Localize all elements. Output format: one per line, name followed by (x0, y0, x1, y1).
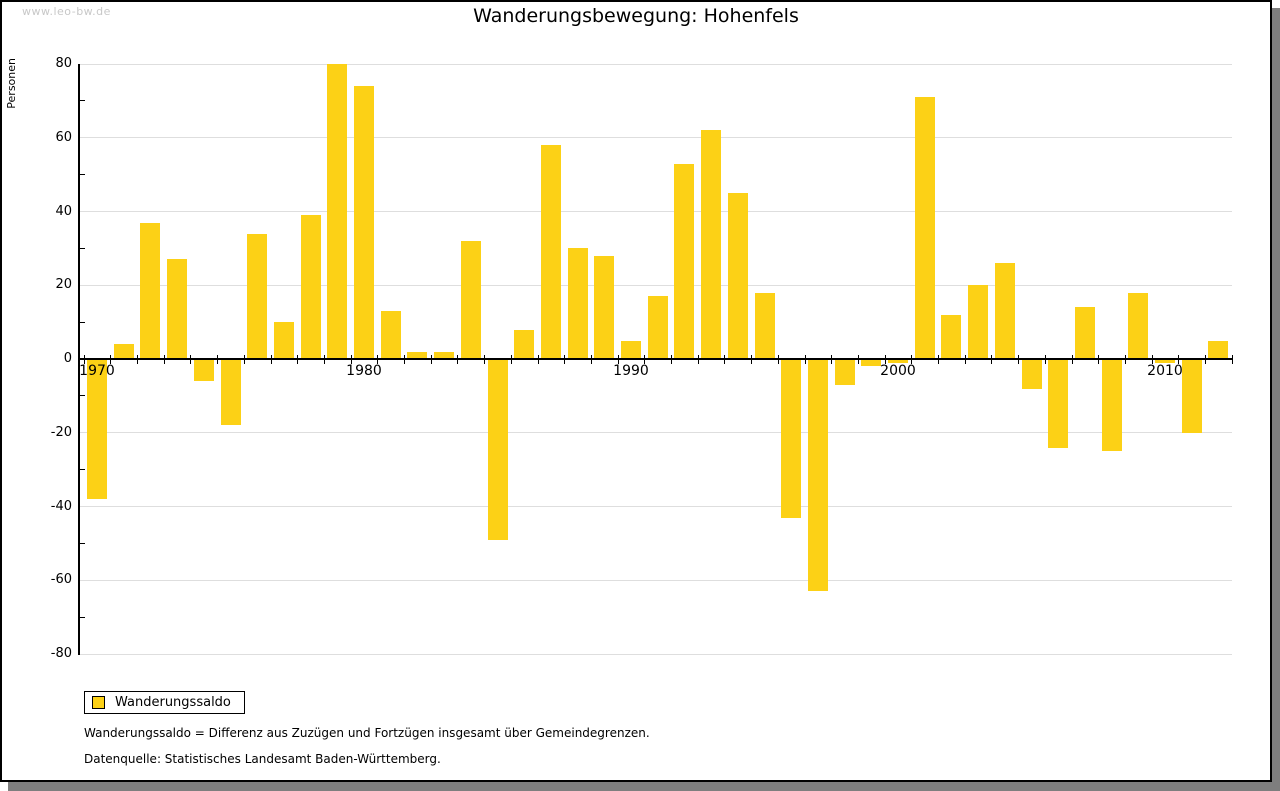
chart-title: Wanderungsbewegung: Hohenfels (473, 5, 799, 27)
bar-1976 (247, 233, 268, 359)
bar-1982 (407, 351, 428, 359)
bar-2007 (1074, 307, 1095, 359)
legend-label: Wanderungssaldo (115, 695, 231, 710)
y-axis-tick (80, 469, 85, 471)
y-axis-tick (80, 321, 85, 323)
bar-2000 (888, 359, 908, 363)
bar-1998 (834, 359, 855, 385)
bar-1997 (807, 359, 828, 592)
gridline (80, 579, 1232, 581)
bar-1994 (727, 193, 748, 359)
bar-1981 (380, 311, 401, 359)
bar-2009 (1128, 292, 1149, 359)
bar-1971 (113, 344, 134, 359)
gridline (80, 653, 1232, 655)
bar-1985 (487, 359, 508, 540)
bar-2006 (1048, 359, 1069, 448)
gridline (80, 63, 1232, 65)
bar-1978 (300, 215, 321, 359)
y-axis-tick (80, 100, 85, 102)
y-axis-tick-label: 0 (63, 351, 72, 366)
bar-1975 (220, 359, 241, 426)
footnote-source: Datenquelle: Statistisches Landesamt Bad… (84, 752, 441, 766)
y-axis-tick-label: 80 (55, 56, 72, 71)
y-axis-line (78, 64, 80, 655)
bar-1986 (514, 329, 535, 359)
bar-1977 (273, 322, 294, 359)
x-axis-tick-label: 1990 (613, 363, 649, 379)
bar-2003 (968, 285, 989, 359)
watermark: www.leo-bw.de (22, 5, 111, 18)
bar-2001 (914, 97, 935, 359)
bar-1980 (354, 86, 374, 359)
y-axis-tick-label: 40 (55, 203, 72, 219)
legend: Wanderungssaldo (84, 691, 245, 714)
bar-1983 (434, 351, 455, 359)
y-axis-tick-label: 20 (55, 277, 72, 293)
gridline (80, 432, 1232, 434)
gridline (80, 211, 1232, 212)
y-axis-tick-label: -80 (50, 646, 72, 661)
bar-1999 (861, 359, 882, 367)
bar-2008 (1101, 359, 1122, 452)
bar-2012 (1208, 340, 1229, 359)
bar-2002 (941, 314, 962, 359)
y-axis-tick (80, 542, 85, 544)
gridline (80, 137, 1232, 139)
bar-1990 (621, 340, 641, 359)
gridline (80, 284, 1232, 286)
bar-1972 (140, 222, 161, 359)
gridline (80, 506, 1232, 507)
x-axis-tick-label: 2010 (1147, 363, 1183, 379)
bar-1973 (167, 259, 188, 359)
bar-1988 (567, 248, 588, 359)
bar-1984 (460, 241, 481, 359)
bar-2011 (1181, 359, 1202, 433)
bar-1989 (594, 255, 615, 359)
x-axis-line (80, 358, 1232, 360)
y-axis-tick (80, 247, 85, 249)
x-axis-tick-label: 1980 (346, 363, 382, 379)
bar-1974 (193, 359, 214, 382)
bar-1996 (781, 359, 802, 518)
bar-2004 (994, 263, 1015, 359)
bar-2005 (1021, 359, 1042, 389)
y-axis-tick (80, 174, 85, 176)
bar-1979 (327, 64, 348, 359)
bar-1993 (701, 130, 722, 359)
x-axis-tick-label: 1970 (79, 363, 115, 379)
y-axis-title: Personen (5, 58, 18, 109)
y-axis-tick-label: -60 (50, 572, 72, 588)
y-axis-tick-label: -40 (50, 498, 72, 514)
bar-1970 (87, 359, 107, 500)
footnote-definition: Wanderungssaldo = Differenz aus Zuzügen … (84, 726, 650, 740)
bar-1992 (674, 163, 695, 359)
bar-1991 (647, 296, 668, 359)
legend-swatch-icon (92, 696, 105, 709)
y-axis-tick-label: -20 (50, 424, 72, 440)
plot-area: -80 -60 -40 -20 0 20 40 60 80 1970 1980 1990 2000 201… (51, 56, 1233, 661)
y-axis-tick (80, 616, 85, 618)
y-axis-tick (80, 395, 85, 397)
bar-1987 (540, 145, 561, 359)
x-axis-tick (1231, 355, 1233, 364)
y-axis-tick-label: 60 (55, 129, 72, 145)
x-axis-tick-label: 2000 (880, 363, 916, 379)
bar-2010 (1155, 359, 1175, 363)
bar-1995 (754, 292, 775, 359)
